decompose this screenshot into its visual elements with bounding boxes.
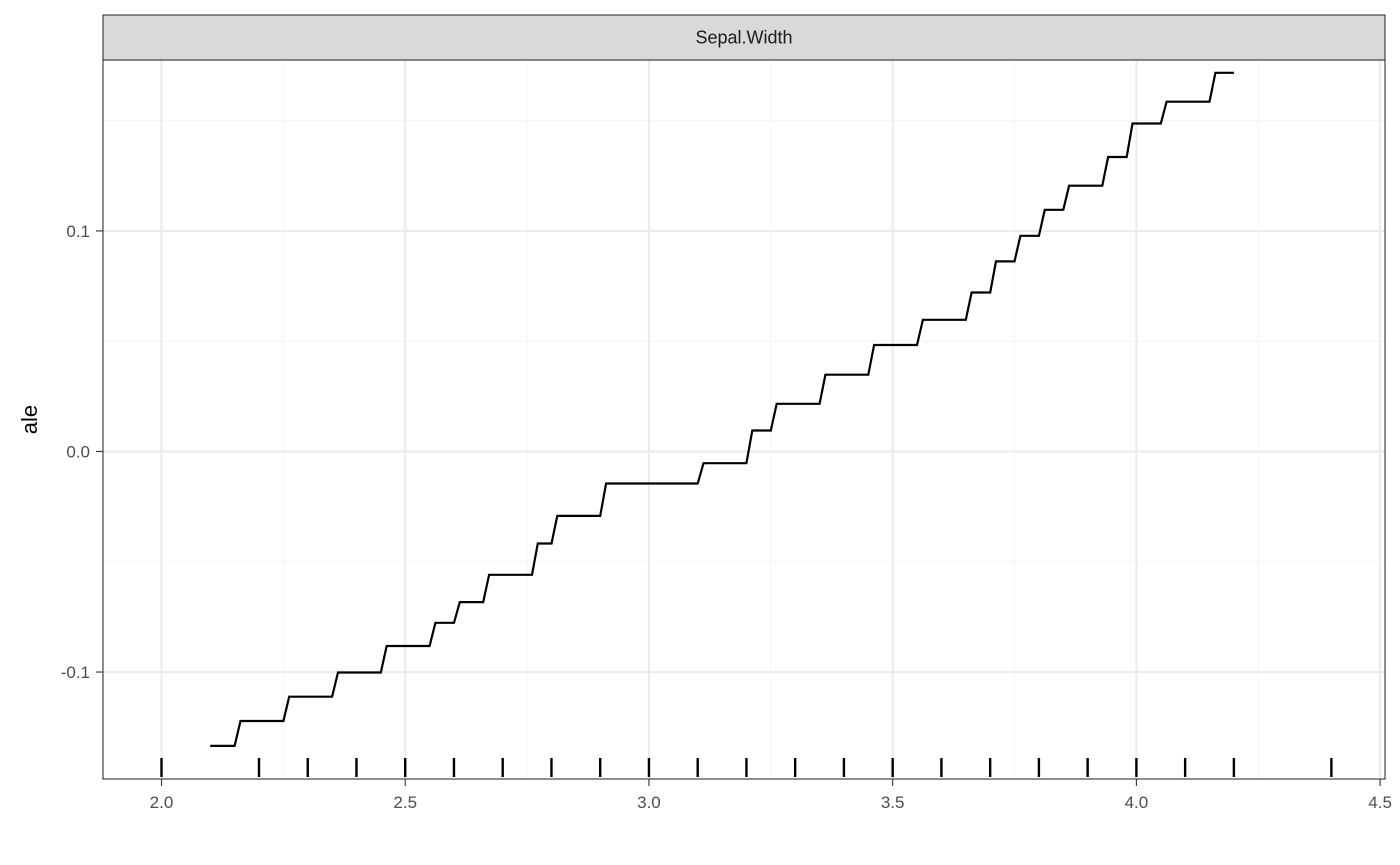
y-axis: -0.1 0.0 0.1: [61, 222, 103, 682]
minor-gridlines: [103, 60, 1385, 779]
y-tick-label: -0.1: [61, 663, 90, 682]
x-tick-label: 3.5: [881, 793, 905, 812]
x-tick-label: 4.5: [1368, 793, 1392, 812]
facet-strip-label: Sepal.Width: [695, 28, 792, 48]
x-tick-label: 2.0: [150, 793, 174, 812]
ale-step-line: [210, 71, 1234, 747]
facet-strip: [102, 14, 1386, 61]
major-gridlines: [103, 60, 1385, 779]
x-tick-label: 3.0: [637, 793, 661, 812]
x-axis: 2.0 2.5 3.0 3.5 4.0 4.5: [150, 779, 1392, 812]
x-tick-label: 2.5: [393, 793, 417, 812]
y-axis-title: ale: [17, 405, 42, 434]
y-tick-label: 0.1: [66, 222, 90, 241]
x-tick-label: 4.0: [1125, 793, 1149, 812]
rug-marks: [160, 758, 1333, 777]
y-tick-label: 0.0: [66, 442, 90, 461]
